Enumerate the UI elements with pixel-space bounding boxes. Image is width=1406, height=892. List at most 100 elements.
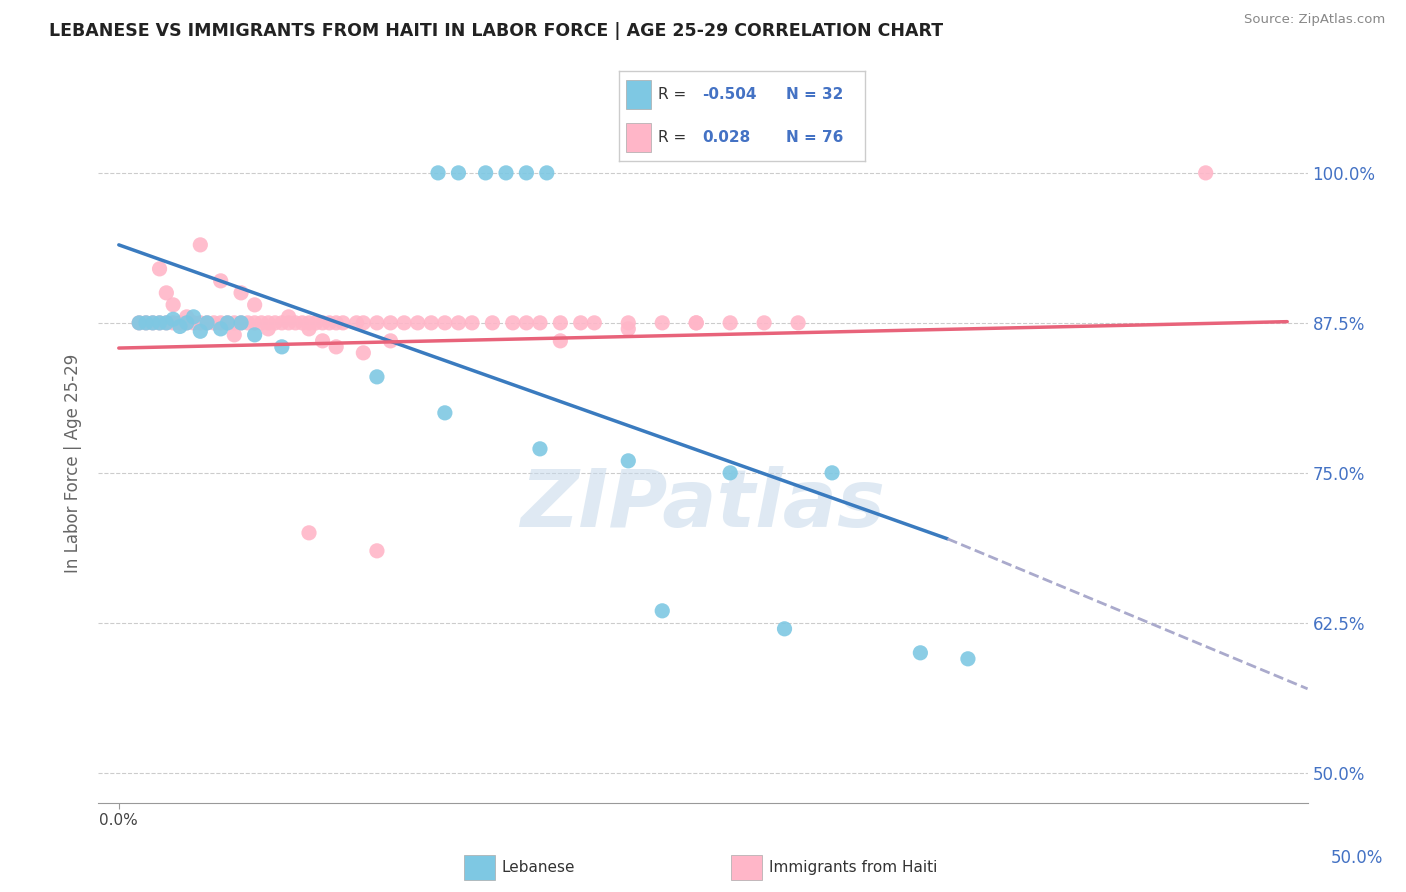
Point bbox=[142, 316, 165, 330]
Point bbox=[550, 316, 572, 330]
Point bbox=[332, 316, 354, 330]
Point bbox=[502, 316, 524, 330]
Point bbox=[481, 316, 503, 330]
Text: -0.504: -0.504 bbox=[703, 87, 756, 102]
Point bbox=[209, 274, 232, 288]
Point bbox=[148, 316, 170, 330]
Point bbox=[366, 369, 388, 384]
Y-axis label: In Labor Force | Age 25-29: In Labor Force | Age 25-29 bbox=[65, 354, 83, 574]
Point bbox=[229, 285, 252, 300]
Point bbox=[433, 316, 456, 330]
Point bbox=[685, 316, 707, 330]
Point bbox=[433, 406, 456, 420]
Point bbox=[461, 316, 484, 330]
Point bbox=[718, 466, 741, 480]
Point bbox=[217, 316, 239, 330]
Point bbox=[229, 316, 252, 330]
Point bbox=[257, 316, 280, 330]
Point bbox=[325, 316, 347, 330]
Point bbox=[427, 166, 450, 180]
Point bbox=[202, 316, 225, 330]
Point bbox=[318, 316, 340, 330]
Point bbox=[298, 316, 321, 330]
Point bbox=[162, 312, 184, 326]
Point bbox=[250, 316, 273, 330]
Point bbox=[617, 322, 640, 336]
Text: R =: R = bbox=[658, 130, 692, 145]
Point bbox=[311, 316, 333, 330]
Point bbox=[787, 316, 810, 330]
Point bbox=[135, 316, 157, 330]
Point bbox=[188, 238, 211, 252]
Point bbox=[277, 316, 299, 330]
Point bbox=[243, 327, 266, 342]
Point bbox=[155, 316, 177, 330]
Bar bbox=[626, 80, 651, 109]
Point bbox=[352, 316, 374, 330]
Text: 50.0%: 50.0% bbox=[1331, 849, 1384, 867]
Point bbox=[176, 310, 198, 324]
Point bbox=[495, 166, 517, 180]
Point bbox=[162, 298, 184, 312]
Point bbox=[406, 316, 429, 330]
Point bbox=[583, 316, 606, 330]
Point bbox=[176, 316, 198, 330]
Point bbox=[188, 316, 211, 330]
Point bbox=[148, 316, 170, 330]
Point bbox=[298, 322, 321, 336]
Point bbox=[277, 310, 299, 324]
Point bbox=[311, 334, 333, 348]
Point bbox=[169, 319, 191, 334]
Point bbox=[569, 316, 592, 330]
Text: Source: ZipAtlas.com: Source: ZipAtlas.com bbox=[1244, 13, 1385, 27]
Point bbox=[188, 324, 211, 338]
Point bbox=[956, 652, 979, 666]
Point bbox=[257, 322, 280, 336]
Point bbox=[1195, 166, 1218, 180]
Point bbox=[224, 316, 246, 330]
Point bbox=[718, 316, 741, 330]
Point bbox=[447, 316, 470, 330]
Point bbox=[392, 316, 415, 330]
Point bbox=[243, 316, 266, 330]
Point bbox=[352, 346, 374, 360]
Point bbox=[651, 316, 673, 330]
Point bbox=[651, 604, 673, 618]
Point bbox=[447, 166, 470, 180]
Point bbox=[617, 454, 640, 468]
Point bbox=[529, 316, 551, 330]
Point bbox=[536, 166, 558, 180]
Point bbox=[264, 316, 287, 330]
Point bbox=[685, 316, 707, 330]
Point bbox=[155, 285, 177, 300]
Point bbox=[162, 316, 184, 330]
Text: ZIPatlas: ZIPatlas bbox=[520, 466, 886, 543]
Point bbox=[169, 316, 191, 330]
Point bbox=[224, 327, 246, 342]
Point bbox=[135, 316, 157, 330]
Point bbox=[298, 525, 321, 540]
Point bbox=[305, 316, 328, 330]
Point bbox=[209, 322, 232, 336]
Point bbox=[183, 316, 205, 330]
Point bbox=[155, 316, 177, 330]
Point bbox=[515, 316, 537, 330]
Point bbox=[366, 316, 388, 330]
Point bbox=[284, 316, 307, 330]
Point bbox=[270, 340, 292, 354]
Text: LEBANESE VS IMMIGRANTS FROM HAITI IN LABOR FORCE | AGE 25-29 CORRELATION CHART: LEBANESE VS IMMIGRANTS FROM HAITI IN LAB… bbox=[49, 22, 943, 40]
Point bbox=[346, 316, 368, 330]
Point bbox=[270, 316, 292, 330]
Point bbox=[183, 310, 205, 324]
Point bbox=[148, 261, 170, 276]
Point bbox=[529, 442, 551, 456]
Point bbox=[366, 544, 388, 558]
Text: N = 32: N = 32 bbox=[786, 87, 844, 102]
Point bbox=[325, 340, 347, 354]
Text: R =: R = bbox=[658, 87, 692, 102]
Point bbox=[195, 316, 218, 330]
Point bbox=[229, 316, 252, 330]
Text: N = 76: N = 76 bbox=[786, 130, 844, 145]
Point bbox=[236, 316, 259, 330]
Point bbox=[291, 316, 314, 330]
